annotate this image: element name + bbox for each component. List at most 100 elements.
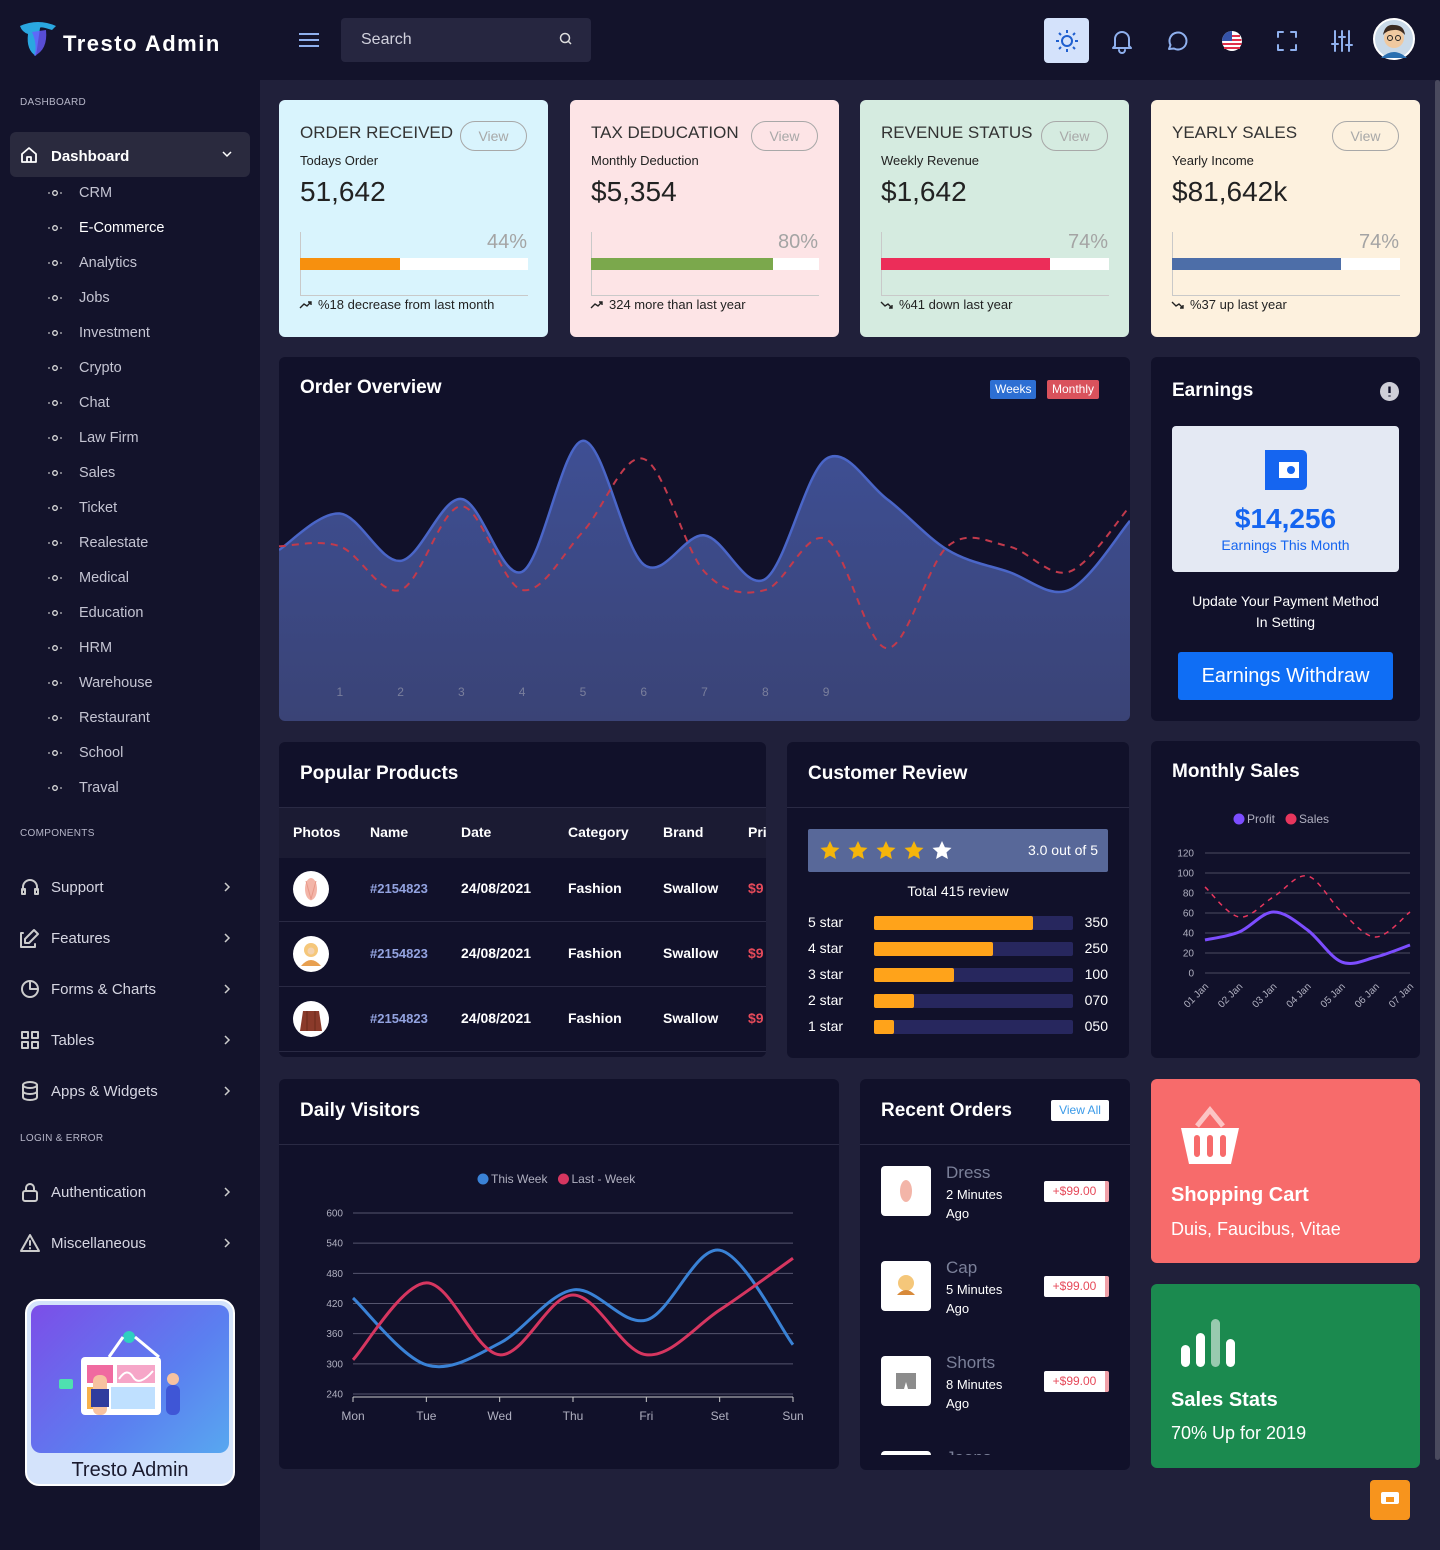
icon-part (896, 1373, 916, 1389)
nav-item[interactable]: Forms & Charts (51, 980, 157, 998)
icon-part (307, 947, 315, 955)
nav-sub-item[interactable]: Sales (79, 464, 116, 481)
order-name: Shorts (946, 1353, 996, 1373)
icon-part (900, 1180, 912, 1202)
icon-part (1265, 450, 1275, 490)
card-subtitle: Yearly Income (1172, 152, 1254, 168)
nav-item[interactable]: Miscellaneous (51, 1234, 147, 1252)
icon-part (59, 1379, 73, 1389)
bullet (48, 540, 62, 546)
nav-sub-item[interactable]: CRM (79, 184, 113, 201)
nav-sub-item[interactable]: Restaurant (79, 709, 150, 726)
chevron (224, 984, 231, 994)
chart-toggle[interactable]: Monthly (1047, 380, 1100, 399)
nav-sub-item[interactable]: Ticket (79, 499, 118, 516)
icon-part (52, 785, 58, 791)
nav-sub-item[interactable]: E-Commerce (79, 219, 165, 236)
nav-item[interactable]: Apps & Widgets (51, 1082, 158, 1100)
column-header: Brand (663, 824, 704, 841)
nav-sub-item[interactable]: Chat (79, 394, 110, 411)
icon-part (32, 30, 47, 56)
nav-sub-item[interactable]: HRM (79, 639, 113, 656)
chevron-down (222, 151, 232, 158)
product-price: $9 (748, 1010, 764, 1027)
icon-part (306, 1011, 316, 1031)
icon-part (52, 225, 58, 231)
bullet (48, 400, 62, 406)
withdraw-button[interactable]: Earnings Withdraw (1178, 652, 1393, 700)
review-count: 100 (1084, 966, 1108, 983)
nav-sub-item[interactable]: Law Firm (79, 429, 139, 446)
order-thumb (881, 1166, 931, 1216)
stat-card: ORDER RECEIVED View Todays Order 51,642 44%%… (279, 100, 548, 337)
view-button[interactable]: View (1041, 121, 1108, 151)
product-category: Fashion (568, 945, 622, 962)
nav-sub-item[interactable]: Warehouse (79, 674, 153, 691)
nav-item[interactable]: Tables (51, 1031, 95, 1049)
icon-part (897, 1290, 915, 1295)
nav-item-active[interactable]: Dashboard (10, 132, 250, 177)
nav-icon (20, 929, 39, 948)
bullet (48, 645, 62, 651)
icon-part (52, 750, 58, 756)
review-bar (874, 942, 994, 956)
icon-part (21, 147, 37, 163)
nav-sub-item[interactable]: Jobs (79, 289, 110, 306)
chevron (224, 882, 231, 892)
card-title: Shopping Cart (1171, 1184, 1309, 1206)
nav-sub-item[interactable]: Education (79, 604, 144, 621)
search-box[interactable]: Search (341, 18, 591, 62)
promo-image (31, 1305, 229, 1453)
column-header: Name (370, 824, 409, 841)
divider (860, 1144, 1130, 1145)
view-button[interactable]: View (460, 121, 527, 151)
nav-sub-item[interactable]: Analytics (79, 254, 138, 271)
view-button[interactable]: View (751, 121, 818, 151)
product-price: $9 (748, 880, 764, 897)
icon-part (881, 1451, 931, 1455)
product-id[interactable]: #2154823 (370, 880, 428, 896)
column-header: Category (568, 824, 629, 841)
icon-part (1171, 301, 1184, 309)
earnings-caption: Earnings This Month (1221, 537, 1350, 554)
icon-part (1381, 52, 1407, 58)
product-photo (293, 1001, 329, 1037)
nav-sub-item[interactable]: Traval (79, 779, 119, 796)
product-date: 24/08/2021 (461, 945, 532, 962)
icon-part (224, 1035, 231, 1045)
wallet-icon (1265, 450, 1307, 490)
nav-sub-item[interactable]: Crypto (79, 359, 122, 376)
icon-part (305, 878, 317, 900)
product-id[interactable]: #2154823 (370, 945, 428, 961)
icon-part (29, 980, 39, 990)
view-button[interactable]: View (1332, 121, 1399, 151)
chart-toggle[interactable]: Weeks (990, 380, 1037, 399)
card-note: %37 up last year (1190, 296, 1287, 312)
avatar (1373, 18, 1415, 60)
nav-item[interactable]: Features (51, 929, 111, 947)
nav-sub-item[interactable]: Realestate (79, 534, 149, 551)
icon-part (1331, 36, 1353, 46)
divider (591, 295, 819, 296)
fab-icon (1381, 1492, 1399, 1504)
theme-toggle[interactable] (1044, 18, 1089, 63)
nav-sub-item[interactable]: Investment (79, 324, 150, 341)
icon-part (301, 960, 321, 966)
product-id[interactable]: #2154823 (370, 1010, 428, 1026)
product-price: $9 (748, 945, 764, 962)
order-time: 8 Minutes Ago (946, 1377, 1003, 1411)
view-all-button[interactable]: View All (1051, 1100, 1109, 1121)
card-subtitle: Weekly Revenue (881, 152, 980, 168)
icon-part (52, 680, 58, 686)
sidebar-section-title: DASHBOARD (20, 97, 87, 108)
nav-item[interactable]: Authentication (51, 1183, 147, 1201)
divider (1172, 295, 1400, 296)
bullet (48, 470, 62, 476)
icon-part (22, 1084, 38, 1101)
floating-button[interactable] (1370, 1480, 1410, 1520)
icon-part (590, 301, 603, 309)
nav-item[interactable]: Support (51, 878, 104, 896)
nav-sub-item[interactable]: School (79, 744, 124, 761)
card-value: $5,354 (591, 176, 677, 208)
nav-sub-item[interactable]: Medical (79, 569, 129, 586)
